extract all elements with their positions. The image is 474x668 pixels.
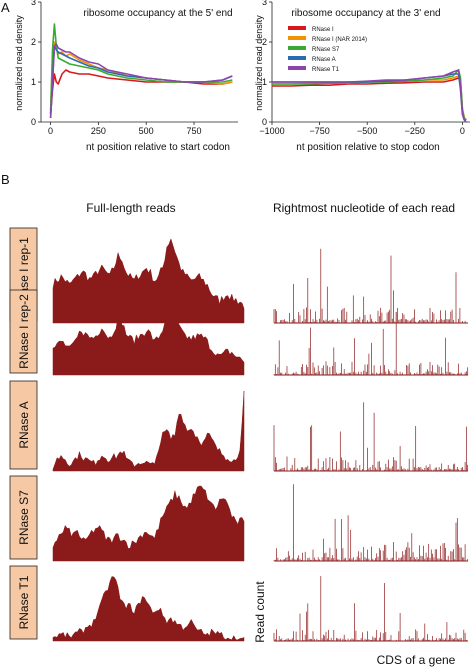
chart-3prime-ytick-label: 1 <box>262 77 267 87</box>
full-length-area-rnase-s7 <box>52 485 245 562</box>
chart-3prime-xtick-label: −750 <box>309 126 329 136</box>
legend-label-rnase-i: RNase I <box>312 27 334 33</box>
legend-label-rnase-s7: RNase S7 <box>312 47 340 53</box>
row-label-text: RNase T1 <box>17 575 31 629</box>
full-length-area-rnase-i-rep-1 <box>52 238 245 324</box>
chart-3prime-series-rnase-s7 <box>272 69 467 121</box>
row-label-rnase-a: RNase A <box>9 380 38 470</box>
chart-5prime-title: ribosome occupancy at the 5' end <box>83 8 232 19</box>
chart-5prime-xtick-label: 500 <box>139 126 154 136</box>
legend-label-rnase-i-nar: RNase I (NAR 2014) <box>312 37 367 43</box>
chart-5prime-ytick-label: 3 <box>31 0 36 7</box>
rightmost-spikes-rnase-a <box>273 402 469 472</box>
chart-3prime-ytick-label: 0 <box>262 117 267 127</box>
chart-5prime-series-rnase-t1 <box>49 43 233 119</box>
legend-swatch-rnase-t1 <box>288 66 306 70</box>
legend-swatch-rnase-i <box>288 26 306 30</box>
chart-3prime: ribosome occupancy at the 3' end normali… <box>254 0 470 153</box>
row-label-text: RNase I rep-2 <box>17 294 31 369</box>
chart-5prime-xtick-label: 0 <box>48 126 53 136</box>
chart-5prime-ytick-label: 0 <box>31 117 36 127</box>
chart-3prime-series-rnase-t1 <box>272 69 467 123</box>
chart-3prime-xlabel: nt position relative to stop codon <box>296 142 439 153</box>
chart-5prime-series-rnase-s7 <box>49 23 233 115</box>
row-label-box <box>9 380 38 470</box>
chart-5prime-ytick-label: 2 <box>31 37 36 47</box>
chart-3prime-ytick-label: 2 <box>262 37 267 47</box>
row-label-rnase-s7: RNase S7 <box>9 475 38 560</box>
column-title-rightmost: Rightmost nucleotide of each read <box>273 201 455 215</box>
panel-b-letter: B <box>1 172 10 187</box>
chart-5prime: ribosome occupancy at the 5' end normali… <box>14 0 238 153</box>
chart-5prime-ylabel: normalized read density <box>14 15 24 111</box>
chart-3prime-ylabel: normalized read density <box>254 15 264 111</box>
full-length-area-rnase-i-rep-2 <box>52 299 245 376</box>
chart-5prime-series-rnase-i-nar-2014 <box>49 41 233 111</box>
legend-swatch-rnase-i-nar <box>288 36 306 40</box>
row-label-text: RNase A <box>17 401 31 448</box>
chart-3prime-xtick-label: 0 <box>460 126 465 136</box>
chart-5prime-ytick-label: 1 <box>31 77 36 87</box>
row-label-rnase-i-rep-2: RNase I rep-2 <box>9 289 38 374</box>
chart-3prime-title: ribosome occupancy at the 3' end <box>291 8 440 19</box>
chart-5prime-xtick-label: 750 <box>186 126 201 136</box>
chart-5prime-xlabel: nt position relative to start codon <box>86 142 230 153</box>
read-count-ylabel: Read count <box>253 581 267 643</box>
rightmost-spikes-rnase-i-rep-1 <box>273 248 468 324</box>
row-label-box <box>9 565 38 640</box>
rightmost-spikes-rnase-i-rep-2 <box>273 312 469 376</box>
legend-label-rnase-a: RNase A <box>312 57 336 63</box>
chart-3prime-xtick-label: −500 <box>357 126 377 136</box>
full-length-area-rnase-a <box>52 390 245 472</box>
chart-3prime-xtick-label: −250 <box>405 126 425 136</box>
panel-a-letter: A <box>1 0 10 15</box>
chart-5prime-xtick-label: 250 <box>91 126 106 136</box>
legend-swatch-rnase-a <box>288 56 306 60</box>
row-label-box <box>9 289 38 374</box>
full-length-area-rnase-t1 <box>52 576 245 642</box>
legend-swatch-rnase-s7 <box>288 46 306 50</box>
cds-xlabel: CDS of a gene <box>377 653 456 667</box>
row-label-text: RNase S7 <box>17 490 31 545</box>
chart-3prime-legend: RNase I RNase I (NAR 2014) RNase S7 RNas… <box>288 26 367 73</box>
row-label-rnase-t1: RNase T1 <box>9 565 38 640</box>
column-title-full-length: Full-length reads <box>86 201 175 215</box>
chart-3prime-xtick-label: −1000 <box>259 126 284 136</box>
rightmost-spikes-rnase-s7 <box>273 484 469 562</box>
chart-3prime-ytick-label: 3 <box>262 0 267 7</box>
legend-label-rnase-t1: RNase T1 <box>312 67 340 73</box>
rightmost-spikes-rnase-t1 <box>273 576 468 642</box>
row-label-box <box>9 475 38 560</box>
